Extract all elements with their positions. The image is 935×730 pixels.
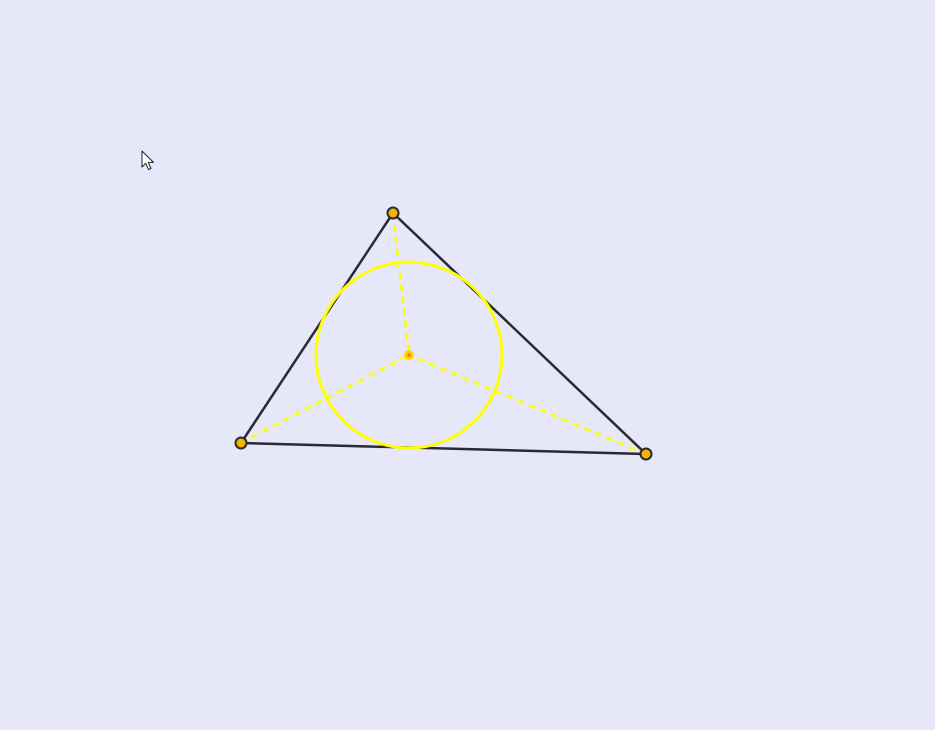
triangle-side-ab (241, 213, 393, 443)
angle-bisector-a (393, 213, 409, 355)
triangle-side-bc (241, 443, 646, 454)
vertex-c[interactable] (641, 449, 652, 460)
angle-bisector-b (241, 355, 409, 443)
triangle-side-ca (393, 213, 646, 454)
vertex-a[interactable] (388, 208, 399, 219)
triangle (241, 213, 646, 454)
mouse-pointer-arrow-icon (142, 151, 154, 170)
incenter-point[interactable] (404, 350, 414, 360)
angle-bisectors (241, 213, 646, 454)
angle-bisector-c (409, 355, 646, 454)
vertex-b[interactable] (236, 438, 247, 449)
